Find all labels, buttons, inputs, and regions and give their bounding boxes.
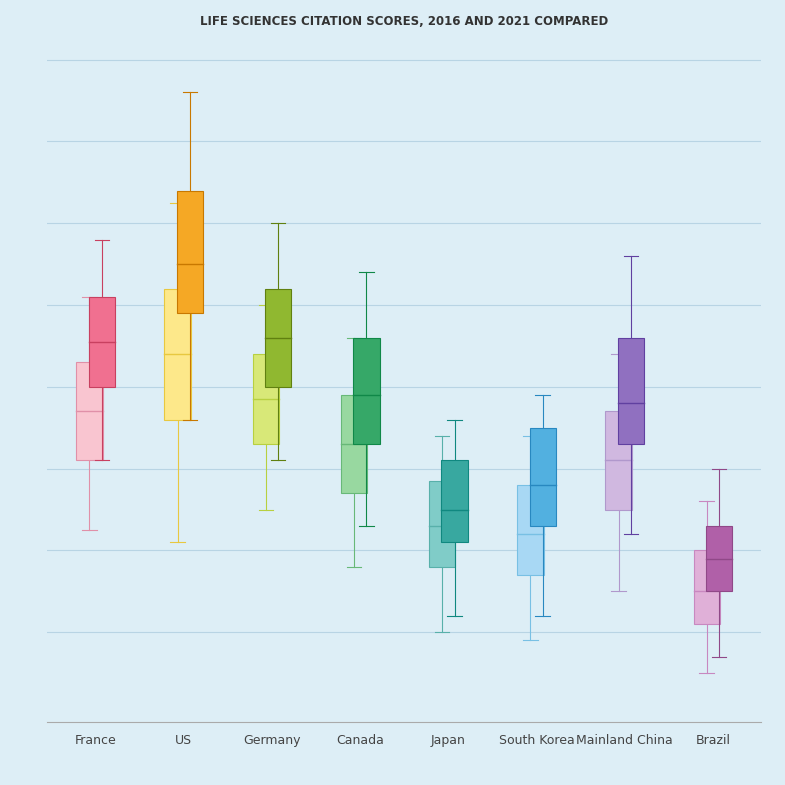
Bar <box>605 411 632 509</box>
Bar <box>341 395 367 493</box>
Bar <box>265 289 291 387</box>
Bar <box>706 526 732 591</box>
Bar <box>177 191 203 313</box>
Bar <box>89 297 115 387</box>
Bar <box>429 481 455 567</box>
Bar <box>517 485 544 575</box>
Bar <box>76 363 103 461</box>
Bar <box>353 338 380 444</box>
Bar <box>164 289 191 419</box>
Bar <box>253 354 279 444</box>
Bar <box>441 461 468 542</box>
Bar <box>693 550 720 624</box>
Bar <box>530 428 556 526</box>
Title: LIFE SCIENCES CITATION SCORES, 2016 AND 2021 COMPARED: LIFE SCIENCES CITATION SCORES, 2016 AND … <box>200 16 608 28</box>
Bar <box>618 338 644 444</box>
